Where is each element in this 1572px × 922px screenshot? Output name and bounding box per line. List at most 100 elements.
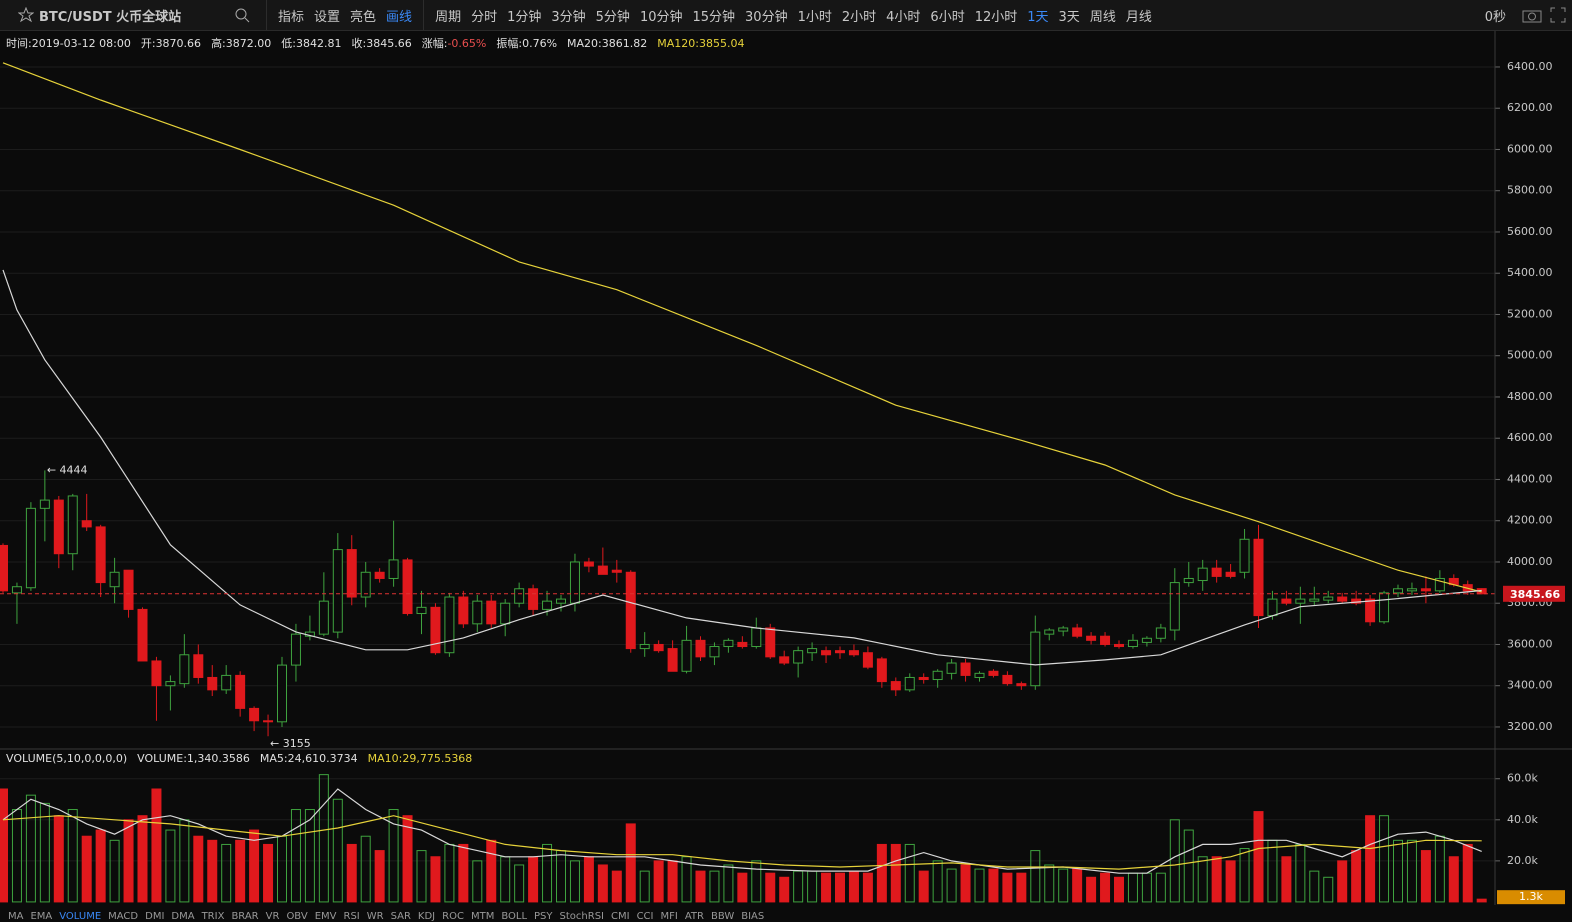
volume-bar — [932, 860, 943, 903]
y-tick-label: 3600.00 — [1507, 637, 1553, 650]
period-button[interactable]: 3天 — [1058, 9, 1080, 25]
indicator-tab[interactable]: EMA — [30, 911, 53, 922]
candle-body — [1044, 629, 1055, 635]
info-value: 3842.81 — [296, 37, 342, 50]
candle-body — [67, 495, 78, 555]
tool-button[interactable]: 亮色 — [350, 9, 377, 25]
volume-bar — [472, 860, 483, 903]
indicator-tab[interactable]: PSY — [534, 911, 553, 922]
indicator-tab[interactable]: KDJ — [417, 911, 436, 922]
indicator-tab[interactable]: ATR — [684, 911, 704, 922]
candle-body — [39, 499, 50, 509]
indicator-tab[interactable]: DMI — [145, 911, 165, 922]
period-button[interactable]: 2小时 — [841, 9, 877, 25]
volume-bar — [458, 843, 469, 903]
candle-body — [1239, 538, 1250, 573]
volume-bar — [1225, 860, 1236, 903]
volume-bar — [1002, 872, 1013, 903]
candle-body — [1225, 571, 1236, 577]
star-icon[interactable] — [18, 7, 34, 23]
y-tick-label: 5600.00 — [1507, 225, 1553, 238]
indicator-tab[interactable]: CMI — [611, 911, 630, 922]
volume-bar — [974, 868, 985, 903]
candle-body — [597, 565, 608, 575]
candle-body — [1211, 567, 1222, 577]
indicator-tab[interactable]: MACD — [108, 911, 139, 922]
indicator-tab[interactable]: MA — [8, 911, 24, 922]
tool-button[interactable]: 指标 — [278, 9, 305, 25]
info-label: VOLUME(5,10,0,0,0,0) — [6, 752, 127, 765]
indicator-tab[interactable]: WR — [366, 911, 384, 922]
indicator-tab[interactable]: EMV — [314, 911, 337, 922]
volume-bar — [67, 809, 78, 903]
indicator-tab[interactable]: MFI — [660, 911, 678, 922]
period-button[interactable]: 30分钟 — [745, 9, 788, 25]
volume-bar — [821, 872, 832, 903]
y-tick-label: 4600.00 — [1507, 431, 1553, 444]
tool-button[interactable]: 设置 — [314, 9, 341, 25]
info-line: 时间:2019-03-12 08:00 开:3870.66 高:3872.00 低:3… — [6, 36, 744, 50]
y-tick-label: 5800.00 — [1507, 184, 1553, 197]
candle-body — [179, 654, 190, 685]
period-label[interactable]: 周期 — [435, 9, 462, 25]
info-label: 开: — [141, 37, 156, 50]
period-button[interactable]: 10分钟 — [639, 9, 683, 25]
candle-body — [1016, 683, 1027, 687]
volume-bar — [81, 835, 92, 903]
candle-body — [1351, 598, 1362, 604]
info-label: MA20: — [567, 37, 602, 50]
candle-body — [807, 648, 818, 654]
indicator-tab[interactable]: VOLUME — [59, 911, 102, 922]
period-button[interactable]: 15分钟 — [692, 9, 736, 25]
period-button[interactable]: 5分钟 — [595, 9, 630, 25]
symbol[interactable]: BTC/USDT 火币全球站 — [39, 9, 182, 25]
info-line: VOLUME(5,10,0,0,0,0) VOLUME:1,340.3586 MA5… — [6, 752, 472, 765]
period-button[interactable]: 1分钟 — [507, 9, 542, 25]
indicator-tab[interactable]: OBV — [286, 911, 308, 922]
period-button[interactable]: 1小时 — [797, 9, 832, 25]
candle-body — [695, 639, 706, 658]
candle-body — [416, 606, 427, 615]
period-button[interactable]: 4小时 — [886, 9, 921, 25]
indicator-tab[interactable]: DMA — [171, 911, 195, 922]
y-tick-label: 4400.00 — [1507, 472, 1553, 485]
volume-bar — [1183, 829, 1194, 903]
indicator-tab[interactable]: BOLL — [501, 911, 528, 922]
indicator-tab[interactable]: RSI — [343, 911, 360, 922]
tool-button[interactable]: 画线 — [386, 9, 413, 25]
info-value: 24,610.3734 — [288, 752, 358, 765]
volume-bar — [667, 860, 678, 903]
fullscreen-icon[interactable] — [1550, 7, 1566, 23]
period-button[interactable]: 6小时 — [930, 9, 965, 25]
candle-body — [1281, 598, 1292, 604]
period-button[interactable]: 月线 — [1125, 9, 1152, 25]
candle-body — [444, 596, 455, 654]
period-button[interactable]: 1天 — [1027, 9, 1049, 25]
volume-bar — [263, 843, 274, 903]
indicator-tab[interactable]: SAR — [390, 911, 411, 922]
indicator-tab[interactable]: StochRSI — [559, 911, 604, 922]
candle-body — [556, 598, 566, 604]
indicator-tab[interactable]: VR — [265, 911, 280, 922]
y-tick-label: 20.0k — [1507, 854, 1538, 867]
indicator-tab[interactable]: TRIX — [201, 911, 225, 922]
indicator-tab[interactable]: BIAS — [741, 911, 765, 922]
indicator-tab[interactable]: CCI — [636, 911, 654, 922]
camera-icon[interactable] — [1522, 7, 1542, 23]
last-volume-box — [1497, 890, 1565, 905]
candle-body — [751, 627, 762, 648]
period-button[interactable]: 3分钟 — [551, 9, 586, 25]
tool-group: 指标 设置 亮色 画线 — [273, 6, 417, 25]
period-button[interactable]: 分时 — [471, 9, 498, 25]
period-button[interactable]: 周线 — [1089, 9, 1116, 25]
info-label: 振幅: — [496, 36, 522, 50]
candle-body — [723, 639, 734, 648]
period-button[interactable]: 12小时 — [974, 9, 1018, 25]
search-icon[interactable] — [234, 7, 250, 23]
indicator-tab[interactable]: BBW — [710, 911, 735, 922]
indicator-tab[interactable]: MTM — [470, 911, 495, 922]
indicator-tab[interactable]: BRAR — [231, 911, 259, 922]
indicator-tab[interactable]: ROC — [442, 911, 464, 922]
candle-body — [0, 544, 8, 592]
volume-bar — [988, 868, 999, 903]
